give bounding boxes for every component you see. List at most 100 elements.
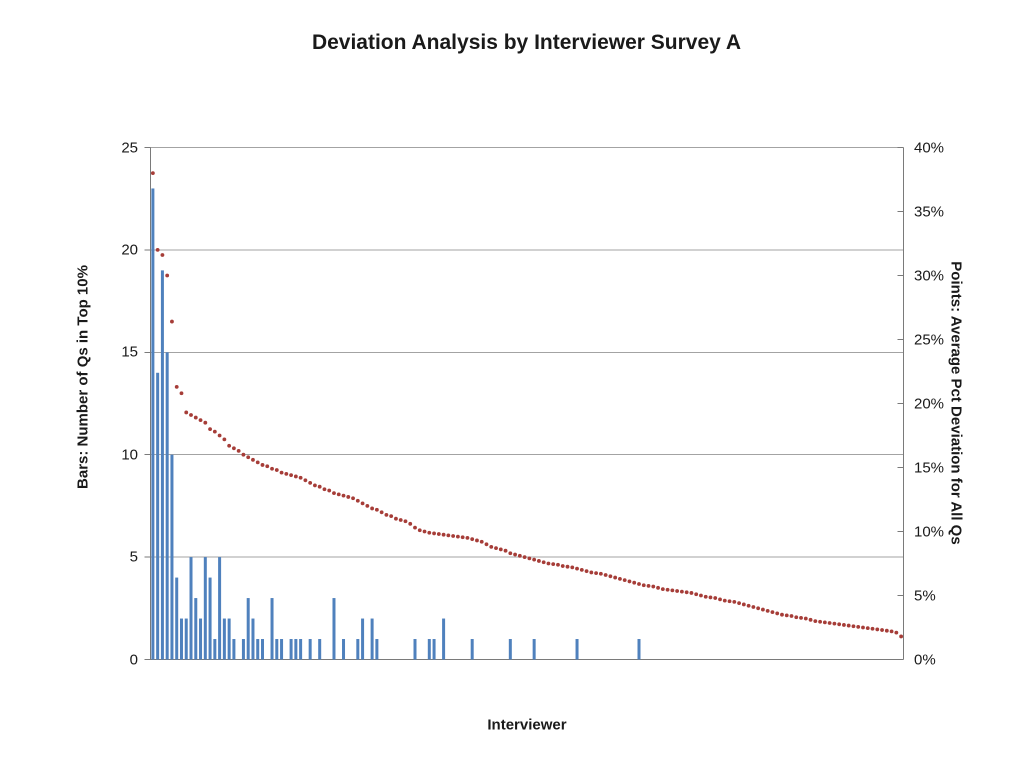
point [403, 519, 408, 524]
point [780, 612, 784, 617]
point [737, 601, 741, 606]
point [756, 606, 761, 611]
point [374, 507, 379, 512]
bar [241, 639, 245, 660]
point [875, 627, 880, 632]
bar [308, 639, 312, 660]
bar [246, 598, 250, 660]
y-axis-tick-label-left: 5 [129, 548, 138, 566]
point [641, 583, 646, 588]
point [889, 629, 894, 634]
point [322, 487, 327, 492]
point [179, 391, 184, 396]
bar [532, 639, 536, 660]
point [579, 568, 584, 572]
point [622, 578, 627, 583]
y-axis-tick-label-right: 30% [914, 267, 945, 284]
point [384, 512, 389, 517]
bar [194, 598, 198, 660]
bar [575, 639, 579, 660]
point [246, 455, 251, 460]
point [298, 475, 303, 480]
bar [160, 270, 164, 660]
point [727, 599, 732, 604]
point [627, 579, 632, 584]
point [551, 562, 556, 567]
point [870, 626, 875, 631]
point [198, 418, 203, 423]
point [150, 171, 155, 176]
point [346, 495, 351, 499]
point [794, 615, 799, 620]
point [456, 534, 460, 539]
point [694, 592, 699, 597]
point [355, 498, 360, 503]
point [279, 470, 284, 475]
point [165, 273, 170, 278]
point [232, 446, 236, 451]
point [408, 521, 413, 526]
y-axis-tick-label-left: 0 [129, 651, 138, 668]
point [484, 542, 489, 547]
point [441, 532, 446, 537]
point [155, 248, 160, 252]
point [503, 548, 508, 553]
point [451, 534, 456, 538]
point [208, 427, 212, 431]
point [284, 472, 289, 476]
point [317, 484, 322, 489]
point [532, 557, 537, 562]
point [241, 452, 246, 457]
point [203, 420, 208, 425]
y-axis-tick-label-right: 25% [914, 331, 945, 348]
y-axis-tick-label-right: 40% [914, 139, 945, 156]
point [618, 576, 622, 581]
point [584, 569, 589, 574]
y-axis-tick-label-left: 25 [121, 139, 138, 156]
point [708, 595, 713, 600]
bar [442, 618, 446, 660]
point [570, 565, 575, 570]
point [575, 566, 579, 571]
point [513, 552, 517, 557]
point [160, 253, 165, 257]
bar [189, 557, 193, 660]
point [594, 571, 598, 575]
point [670, 588, 675, 593]
bar [637, 639, 641, 660]
y-axis-tick-label-right: 35% [914, 203, 945, 220]
bar [270, 598, 274, 660]
point [784, 613, 789, 618]
point [646, 584, 651, 588]
bar [280, 639, 284, 660]
bar [375, 639, 379, 660]
point [861, 625, 865, 630]
bar [151, 188, 155, 660]
point [508, 551, 513, 556]
point [851, 624, 856, 629]
point [660, 587, 665, 591]
point [684, 590, 689, 595]
bar [175, 577, 179, 660]
point [827, 621, 832, 625]
point [289, 473, 293, 478]
point [837, 622, 842, 627]
bar [294, 639, 298, 660]
point [517, 553, 522, 558]
point [494, 546, 498, 551]
point [613, 575, 618, 580]
point [470, 537, 475, 542]
chart-title: Deviation Analysis by Interviewer Survey… [311, 31, 742, 54]
point [846, 623, 851, 628]
point [427, 530, 432, 535]
point [251, 457, 255, 462]
point [479, 539, 484, 544]
point [370, 506, 375, 511]
point [732, 600, 737, 604]
point [718, 597, 722, 602]
bars-series [151, 188, 641, 660]
point [832, 621, 837, 626]
point [446, 533, 451, 538]
point [565, 564, 570, 569]
